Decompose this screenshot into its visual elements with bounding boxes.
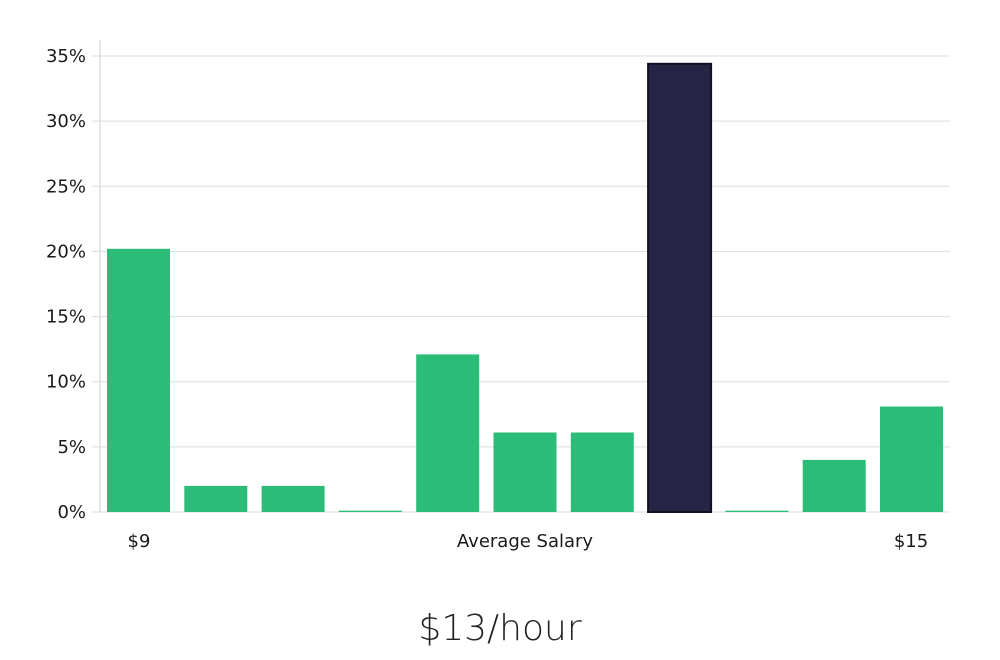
salary-histogram: 0% 5% 10% 15% 20% 25% 30% 35% $9 Average Salary… (46, 40, 950, 552)
y-tick-label: 35% (46, 46, 86, 67)
bar (570, 432, 634, 512)
x-axis-labels: $9 Average Salary $15 (128, 531, 929, 552)
bar (338, 510, 402, 512)
x-label-min: $9 (128, 531, 151, 552)
average-salary-headline: $13/hour (418, 608, 582, 649)
y-tick-label: 0% (57, 502, 86, 523)
bar (880, 406, 943, 512)
bars (107, 62, 943, 514)
bar (493, 432, 557, 512)
bar (261, 485, 325, 512)
bar (416, 354, 480, 512)
bar (802, 459, 866, 512)
x-label-max: $15 (894, 531, 928, 552)
y-tick-label: 25% (46, 176, 86, 197)
bar (725, 510, 789, 512)
y-tick-label: 10% (46, 372, 86, 393)
y-tick-label: 15% (46, 307, 86, 328)
bar-highlighted (647, 62, 713, 514)
y-tick-label: 20% (46, 241, 86, 262)
bar (107, 248, 170, 513)
y-tick-label: 5% (57, 437, 86, 458)
bar (184, 485, 248, 512)
x-label-center: Average Salary (457, 531, 594, 552)
y-tick-label: 30% (46, 111, 86, 132)
y-axis-ticks: 0% 5% 10% 15% 20% 25% 30% 35% (46, 46, 86, 523)
